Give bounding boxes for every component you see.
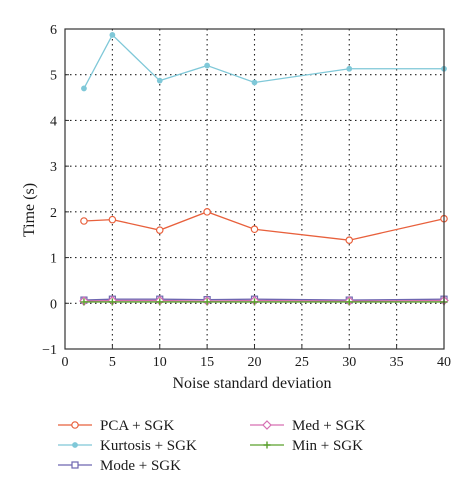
y-tick-label: 3 xyxy=(50,160,57,175)
x-tick-label: 15 xyxy=(200,355,214,370)
legend-label: Mode + SGK xyxy=(100,458,181,474)
legend-item: Kurtosis + SGK xyxy=(58,438,197,454)
legend-label: Min + SGK xyxy=(292,438,363,454)
y-axis-title: Time (s) xyxy=(21,183,38,237)
legend-label: PCA + SGK xyxy=(100,418,174,434)
grid-lines xyxy=(65,29,444,349)
data-point-min-sgk xyxy=(108,298,116,306)
y-tick-label: 1 xyxy=(50,252,57,267)
y-tick-label: −1 xyxy=(42,343,57,358)
y-tick-label: 2 xyxy=(50,206,57,221)
legend-marker xyxy=(72,442,78,448)
series-line-pca-sgk xyxy=(83,211,445,241)
legend-item: PCA + SGK xyxy=(58,418,174,434)
plot-series xyxy=(79,32,449,306)
data-point-min-sgk xyxy=(345,298,353,306)
data-point-pca-sgk xyxy=(250,225,259,234)
data-point-pca-sgk xyxy=(203,208,211,216)
series-kurtosis-sgk xyxy=(81,32,447,92)
y-tick-label: 0 xyxy=(50,297,57,312)
x-tick-label: 0 xyxy=(62,355,69,370)
legend-marker xyxy=(262,420,272,430)
x-tick-label: 40 xyxy=(437,355,451,370)
legend: PCA + SGK Kurtosis + SGK Mode + SGK Med + S… xyxy=(58,418,366,474)
data-point-pca-sgk xyxy=(155,226,164,234)
y-tick-label: 5 xyxy=(50,69,57,84)
x-tick-label: 30 xyxy=(342,355,356,370)
x-tick-label: 35 xyxy=(390,355,404,370)
legend-item: Min + SGK xyxy=(250,438,363,454)
legend-marker xyxy=(71,461,79,469)
legend-item: Med + SGK xyxy=(250,418,366,434)
data-point-min-sgk xyxy=(203,298,211,306)
data-point-kurtosis-sgk xyxy=(109,32,116,38)
series-line-kurtosis-sgk xyxy=(83,33,444,89)
y-tick-label: 4 xyxy=(50,114,57,129)
data-point-pca-sgk xyxy=(108,215,117,224)
data-point-min-sgk xyxy=(156,298,164,306)
data-point-min-sgk xyxy=(80,298,88,306)
data-point-kurtosis-sgk xyxy=(156,77,163,84)
y-tick-label: 6 xyxy=(50,23,57,38)
x-tick-label: 10 xyxy=(153,355,167,370)
x-axis-title: Noise standard deviation xyxy=(172,375,331,392)
data-point-min-sgk xyxy=(251,298,258,306)
legend-marker xyxy=(263,441,271,449)
data-point-kurtosis-sgk xyxy=(81,85,87,92)
axis-ticks: 0 5 10 15 20 25 30 35 40 −1 0 1 2 3 4 5 6 xyxy=(42,23,451,370)
legend-item: Mode + SGK xyxy=(58,458,181,474)
data-point-kurtosis-sgk xyxy=(346,65,353,72)
data-point-kurtosis-sgk xyxy=(251,79,258,86)
data-point-pca-sgk xyxy=(80,217,88,225)
series-pca-sgk xyxy=(80,208,448,245)
data-point-pca-sgk xyxy=(345,236,354,245)
x-tick-label: 5 xyxy=(109,355,116,370)
legend-label: Med + SGK xyxy=(292,418,366,434)
x-tick-label: 25 xyxy=(295,355,309,370)
legend-label: Kurtosis + SGK xyxy=(100,438,197,454)
data-point-kurtosis-sgk xyxy=(204,62,211,69)
x-tick-label: 20 xyxy=(248,355,262,370)
legend-marker xyxy=(71,421,79,429)
